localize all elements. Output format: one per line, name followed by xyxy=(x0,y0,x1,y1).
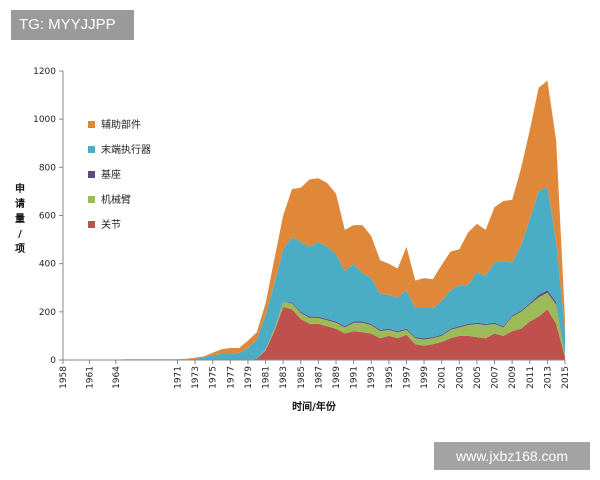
area-series-0 xyxy=(63,307,565,360)
x-tick-label: 2013 xyxy=(543,366,553,389)
x-tick-label: 1961 xyxy=(85,366,95,389)
area-series-2 xyxy=(63,290,565,360)
tg-label: TG: MYYJJPP xyxy=(11,10,134,40)
x-tick-label: 1975 xyxy=(209,366,219,389)
area-series-1 xyxy=(63,292,565,360)
y-tick-label: 200 xyxy=(39,308,56,318)
axis-titles: 时间/年份 申请量 / 项 xyxy=(15,182,337,413)
y-tick-label: 0 xyxy=(50,356,56,366)
area-series-3 xyxy=(63,186,565,360)
x-tick-label: 1993 xyxy=(367,366,377,389)
legend-label: 基座 xyxy=(101,168,121,181)
legend-swatch xyxy=(88,196,95,203)
x-tick-label: 1979 xyxy=(244,366,254,389)
y-tick-label: 1000 xyxy=(33,115,56,125)
y-tick-label: 600 xyxy=(39,212,56,222)
x-tick-label: 1985 xyxy=(297,366,307,389)
x-tick-label: 1971 xyxy=(173,366,183,389)
x-tick-label: 2003 xyxy=(455,366,465,389)
x-tick-label: 1997 xyxy=(402,366,412,389)
watermark-url: www.jxbz168.com xyxy=(434,442,590,470)
x-tick-label: 1973 xyxy=(191,366,201,389)
x-tick-label: 2011 xyxy=(526,366,536,389)
x-tick-label: 1991 xyxy=(350,366,360,389)
legend-label: 末端执行器 xyxy=(101,143,151,156)
y-tick-label: 800 xyxy=(39,163,56,173)
legend-swatch xyxy=(88,146,95,153)
x-tick-label: 2001 xyxy=(438,366,448,389)
x-tick-label: 1983 xyxy=(279,366,289,389)
area-series-group xyxy=(63,80,565,360)
x-axis-title: 时间/年份 xyxy=(292,400,337,413)
legend-swatch xyxy=(88,171,95,178)
legend-swatch xyxy=(88,121,95,128)
x-tick-label: 2015 xyxy=(561,366,571,389)
x-tick-label: 2005 xyxy=(473,366,483,389)
y-tick-label: 1200 xyxy=(33,67,56,77)
legend-swatch xyxy=(88,221,95,228)
legend-label: 辅助部件 xyxy=(101,118,141,131)
x-tick-label: 1995 xyxy=(385,366,395,389)
x-tick-label: 1958 xyxy=(59,366,69,389)
axes: 0 200 400 600 800 1000 1200 1958 1961 1964 1971 197… xyxy=(33,67,571,389)
x-tick-label: 1999 xyxy=(420,366,430,389)
area-series-4 xyxy=(63,80,565,360)
y-axis-title-char: / xyxy=(18,229,22,240)
x-tick-label: 2009 xyxy=(508,366,518,389)
y-axis-title-char: 项 xyxy=(15,243,25,255)
y-tick-label: 400 xyxy=(39,260,56,270)
x-tick-label: 1989 xyxy=(332,366,342,389)
x-tick-label: 1981 xyxy=(262,366,272,389)
x-tick-label: 1964 xyxy=(112,366,122,389)
y-axis-title-char: 量 xyxy=(15,212,25,225)
legend-label: 关节 xyxy=(101,218,121,231)
legend-label: 机械臂 xyxy=(101,193,131,206)
y-axis-title-char: 请 xyxy=(15,197,25,210)
x-tick-label: 1987 xyxy=(314,366,324,389)
x-tick-label: 1977 xyxy=(226,366,236,389)
y-axis-title-char: 申 xyxy=(15,182,25,195)
x-tick-label: 2007 xyxy=(491,366,501,389)
